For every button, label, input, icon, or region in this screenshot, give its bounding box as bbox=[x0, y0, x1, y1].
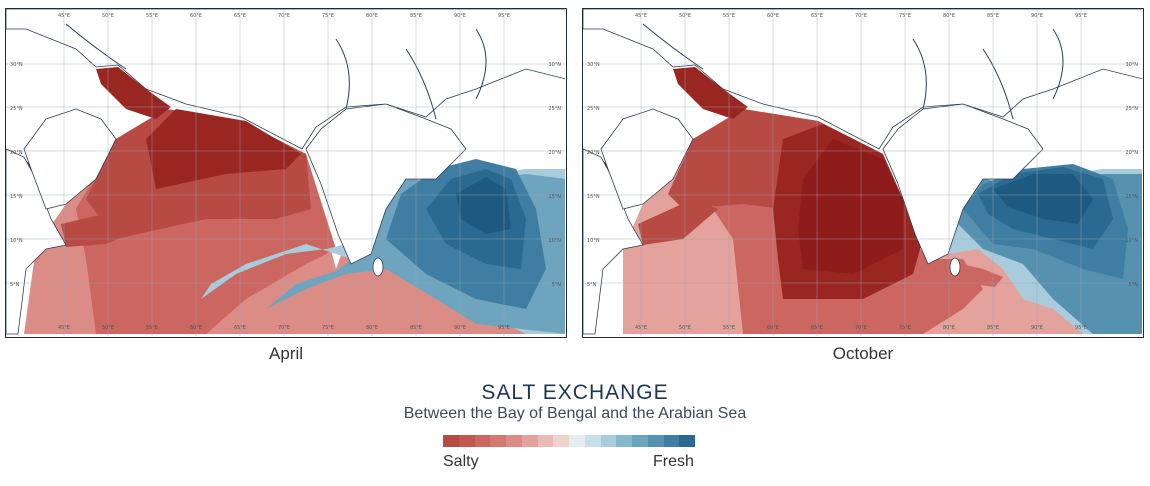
lon-ticks-top-october: 45°E 45°E 50°E 50°E 55°E 55°E 60°E 60°E 65°E 65°E… bbox=[635, 13, 1087, 331]
lat-tick-label: 30°N bbox=[548, 62, 561, 68]
lat-tick-label: 15°N bbox=[10, 194, 23, 200]
lat-tick-label: 10°N bbox=[1125, 238, 1138, 244]
lon-tick-label: 45°E bbox=[58, 325, 70, 331]
lon-tick-label: 95°E bbox=[1075, 13, 1087, 19]
lat-tick-label: 20°N bbox=[10, 150, 23, 156]
lon-tick-label: 65°E bbox=[811, 13, 823, 19]
lon-tick-label: 75°E bbox=[322, 13, 334, 19]
lon-tick-label: 85°E bbox=[987, 325, 999, 331]
lon-tick-label: 70°E bbox=[278, 13, 290, 19]
figure-title: SALT EXCHANGE bbox=[481, 381, 669, 404]
lon-tick-label: 45°E bbox=[58, 13, 70, 19]
lon-tick-label: 90°E bbox=[1031, 325, 1043, 331]
caption-april: April bbox=[268, 344, 303, 363]
lat-tick-label: 20°N bbox=[548, 150, 561, 156]
lon-tick-label: 65°E bbox=[234, 13, 246, 19]
lon-tick-label: 60°E bbox=[767, 13, 779, 19]
lon-tick-label: 90°E bbox=[454, 325, 466, 331]
legend-swatch bbox=[458, 435, 475, 447]
legend-swatch bbox=[679, 435, 695, 447]
legend-swatch bbox=[474, 435, 491, 447]
lon-tick-label: 95°E bbox=[498, 13, 510, 19]
lon-tick-label: 50°E bbox=[102, 325, 114, 331]
lon-tick-label: 70°E bbox=[278, 325, 290, 331]
lon-tick-label: 45°E bbox=[635, 13, 647, 19]
lon-tick-label: 50°E bbox=[679, 13, 691, 19]
lon-tick-label: 60°E bbox=[190, 13, 202, 19]
lat-tick-label: 20°N bbox=[1125, 150, 1138, 156]
lat-ticks-april: 30°N 30°N 25°N 25°N 20°N 20°N 15°N 15°N 10°N 10°N… bbox=[10, 62, 561, 288]
lon-tick-label: 75°E bbox=[322, 325, 334, 331]
lon-tick-label: 90°E bbox=[454, 13, 466, 19]
lon-tick-label: 90°E bbox=[1031, 13, 1043, 19]
legend-swatch bbox=[506, 435, 522, 447]
lon-tick-label: 50°E bbox=[102, 13, 114, 19]
lat-tick-label: 30°N bbox=[587, 62, 600, 68]
legend-swatch bbox=[537, 435, 554, 447]
lon-tick-label: 60°E bbox=[190, 325, 202, 331]
lat-tick-label: 10°N bbox=[587, 238, 600, 244]
map-october: 45°E 45°E 50°E 50°E 55°E 55°E 60°E 60°E 65°E 65°E… bbox=[582, 8, 1144, 338]
lon-tick-label: 45°E bbox=[635, 325, 647, 331]
legend-swatch bbox=[584, 435, 601, 447]
lon-tick-label: 55°E bbox=[723, 13, 735, 19]
lon-tick-label: 70°E bbox=[855, 325, 867, 331]
lon-tick-label: 75°E bbox=[899, 13, 911, 19]
lat-tick-label: 10°N bbox=[10, 238, 23, 244]
lat-tick-label: 15°N bbox=[1125, 194, 1138, 200]
lon-tick-label: 85°E bbox=[410, 325, 422, 331]
lon-tick-label: 55°E bbox=[146, 325, 158, 331]
lon-tick-label: 95°E bbox=[498, 325, 510, 331]
lon-tick-label: 60°E bbox=[767, 325, 779, 331]
legend-swatch bbox=[632, 435, 648, 447]
lon-tick-label: 80°E bbox=[366, 325, 378, 331]
lat-tick-label: 10°N bbox=[548, 238, 561, 244]
lat-tick-label: 25°N bbox=[548, 106, 561, 112]
legend-swatch bbox=[569, 435, 585, 447]
salinity-legend-bar bbox=[443, 435, 695, 447]
legend-swatch bbox=[443, 435, 459, 447]
lon-ticks-top-april: 45°E 45°E 50°E 50°E 55°E 55°E 60°E 60°E 65°E 65°E… bbox=[58, 13, 510, 331]
lon-tick-label: 65°E bbox=[234, 325, 246, 331]
legend-swatch bbox=[553, 435, 569, 447]
legend-label-salty: Salty bbox=[443, 453, 479, 470]
legend-swatch bbox=[490, 435, 506, 447]
legend-swatch bbox=[521, 435, 538, 447]
lon-tick-label: 65°E bbox=[811, 325, 823, 331]
lat-tick-label: 15°N bbox=[587, 194, 600, 200]
lon-tick-label: 50°E bbox=[679, 325, 691, 331]
lat-tick-label: 5°N bbox=[552, 282, 562, 288]
lat-tick-label: 25°N bbox=[1125, 106, 1138, 112]
lat-tick-label: 20°N bbox=[587, 150, 600, 156]
lat-tick-label: 30°N bbox=[10, 62, 23, 68]
lat-tick-label: 25°N bbox=[10, 106, 23, 112]
legend-swatch bbox=[663, 435, 680, 447]
lat-tick-label: 30°N bbox=[1125, 62, 1138, 68]
caption-october: October bbox=[832, 344, 894, 363]
figure-subtitle: Between the Bay of Bengal and the Arabia… bbox=[403, 405, 747, 422]
lat-tick-label: 25°N bbox=[587, 106, 600, 112]
map-april: 45°E 45°E 50°E 50°E 55°E 55°E 60°E 60°E 65°E 65°E… bbox=[5, 8, 567, 338]
lon-tick-label: 85°E bbox=[410, 13, 422, 19]
lon-tick-label: 80°E bbox=[943, 325, 955, 331]
lat-tick-label: 5°N bbox=[10, 282, 20, 288]
lon-tick-label: 80°E bbox=[366, 13, 378, 19]
legend-swatch bbox=[616, 435, 632, 447]
lon-tick-label: 55°E bbox=[146, 13, 158, 19]
lat-ticks-october: 30°N 30°N 25°N 25°N 20°N 20°N 15°N 15°N 10°N 10°N… bbox=[587, 62, 1138, 288]
lon-tick-label: 70°E bbox=[855, 13, 867, 19]
lat-tick-label: 15°N bbox=[548, 194, 561, 200]
lon-tick-label: 55°E bbox=[723, 325, 735, 331]
lon-tick-label: 75°E bbox=[899, 325, 911, 331]
lat-tick-label: 5°N bbox=[587, 282, 597, 288]
lat-tick-label: 5°N bbox=[1129, 282, 1139, 288]
lon-tick-label: 95°E bbox=[1075, 325, 1087, 331]
legend-swatch bbox=[647, 435, 664, 447]
legend-swatch bbox=[600, 435, 617, 447]
lon-tick-label: 85°E bbox=[987, 13, 999, 19]
lon-tick-label: 80°E bbox=[943, 13, 955, 19]
legend-label-fresh: Fresh bbox=[653, 453, 694, 470]
